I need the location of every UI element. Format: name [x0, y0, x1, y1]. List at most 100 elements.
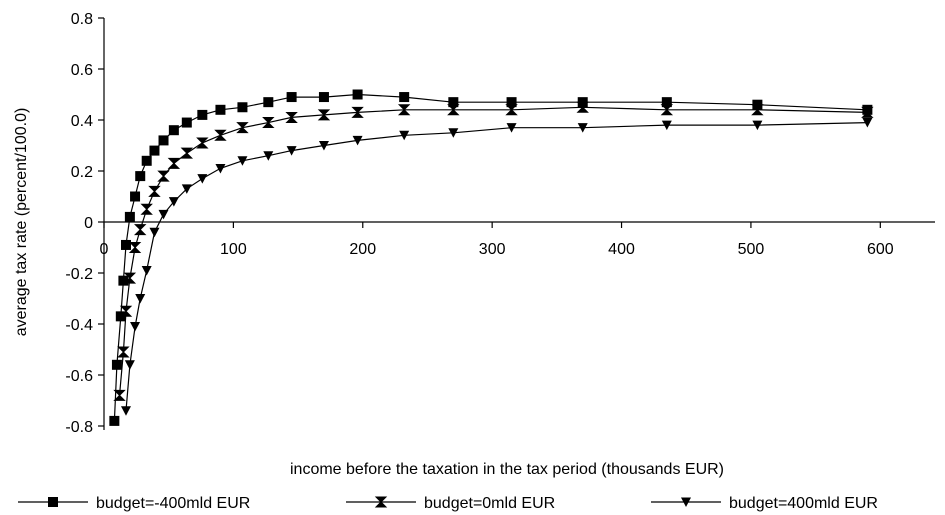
data-point — [197, 109, 208, 120]
data-point — [141, 155, 152, 166]
legend-item-2: budget=0mld EUR — [346, 495, 555, 512]
data-point — [351, 106, 364, 118]
data-point — [167, 157, 181, 169]
data-point — [118, 275, 129, 286]
data-point — [505, 104, 518, 116]
y-tick-label: -0.8 — [65, 419, 93, 436]
y-tick-label: 0.6 — [71, 62, 93, 79]
data-point — [196, 137, 209, 149]
data-point — [752, 120, 763, 131]
data-point — [111, 359, 122, 370]
data-point — [124, 360, 135, 370]
series-line — [125, 122, 868, 411]
data-point — [148, 185, 161, 197]
data-point — [120, 406, 131, 416]
data-point — [135, 294, 146, 304]
legend: budget=-400mld EUR budget=0mld EUR budget=… — [18, 495, 878, 512]
data-point — [215, 104, 226, 115]
data-point — [109, 415, 120, 426]
x-tick-label: 300 — [479, 241, 506, 258]
data-point — [352, 135, 363, 146]
data-point — [751, 104, 764, 116]
legend-marker-icon — [48, 497, 58, 507]
data-point — [397, 104, 411, 116]
data-point — [237, 102, 248, 113]
data-point — [158, 209, 169, 220]
data-point — [661, 120, 672, 131]
series-layer — [109, 89, 874, 426]
data-point — [318, 92, 329, 103]
data-point — [317, 109, 331, 121]
data-point — [862, 118, 873, 128]
data-point — [286, 146, 297, 156]
y-tick-label: 0.2 — [71, 164, 93, 181]
data-point — [286, 92, 297, 103]
data-point — [130, 191, 141, 202]
data-point — [262, 117, 275, 129]
y-tick-label: 0 — [84, 215, 93, 232]
data-point — [134, 224, 147, 236]
data-point — [119, 305, 133, 317]
data-point — [506, 97, 517, 108]
data-point — [237, 156, 248, 166]
x-tick-label: 600 — [867, 241, 894, 258]
x-axis-title: income before the taxation in the tax pe… — [290, 461, 724, 478]
data-point — [140, 203, 153, 215]
data-point — [120, 239, 131, 250]
data-point — [399, 130, 410, 141]
legend-item-1: budget=-400mld EUR — [18, 495, 250, 512]
x-tick-label: 500 — [738, 241, 765, 258]
data-point — [263, 97, 274, 108]
data-point — [124, 211, 135, 222]
data-point — [263, 151, 274, 161]
data-point — [318, 141, 329, 151]
data-point — [135, 171, 146, 182]
x-tick-label: 200 — [349, 241, 376, 258]
data-point — [861, 106, 874, 118]
data-point — [214, 129, 227, 141]
y-tick-label: -0.4 — [65, 317, 93, 334]
data-point — [448, 128, 459, 138]
data-point — [113, 389, 126, 401]
data-point — [661, 97, 672, 108]
data-point — [168, 125, 179, 136]
data-point — [285, 111, 298, 123]
data-point — [352, 89, 363, 100]
series-1 — [109, 89, 873, 426]
x-tick-label: 0 — [100, 241, 109, 258]
data-point — [149, 145, 160, 156]
x-tick-label: 100 — [220, 241, 247, 258]
y-tick-label: 0.8 — [71, 11, 93, 28]
y-axis-title: average tax rate (percent/100.0) — [13, 108, 30, 337]
data-point — [577, 123, 588, 133]
data-point — [447, 104, 460, 116]
data-point — [236, 122, 249, 134]
data-point — [181, 117, 192, 128]
data-point — [157, 170, 170, 182]
data-point — [399, 92, 410, 103]
data-point — [168, 197, 179, 207]
legend-label: budget=400mld EUR — [729, 495, 878, 512]
axes: 0.8 0.6 0.4 0.2 0 -0.2 -0.4 -0.6 -0.8 0 100 200 300 4… — [65, 11, 935, 436]
data-point — [215, 163, 226, 174]
data-point — [576, 101, 589, 113]
legend-label: budget=-400mld EUR — [96, 495, 250, 512]
data-point — [506, 123, 517, 133]
data-point — [158, 135, 169, 146]
data-point — [660, 104, 674, 116]
x-tick-label: 400 — [608, 241, 635, 258]
data-point — [180, 147, 194, 159]
data-point — [197, 174, 208, 184]
data-point — [149, 227, 160, 238]
y-tick-label: 0.4 — [71, 113, 93, 130]
data-point — [128, 242, 142, 253]
legend-marker-icon — [374, 496, 388, 508]
data-point — [123, 272, 137, 284]
data-point — [181, 184, 192, 194]
y-tick-label: -0.2 — [65, 266, 93, 283]
data-point — [448, 97, 459, 108]
series-2 — [113, 101, 874, 401]
legend-label: budget=0mld EUR — [424, 495, 555, 512]
legend-item-3: budget=400mld EUR — [651, 495, 878, 512]
